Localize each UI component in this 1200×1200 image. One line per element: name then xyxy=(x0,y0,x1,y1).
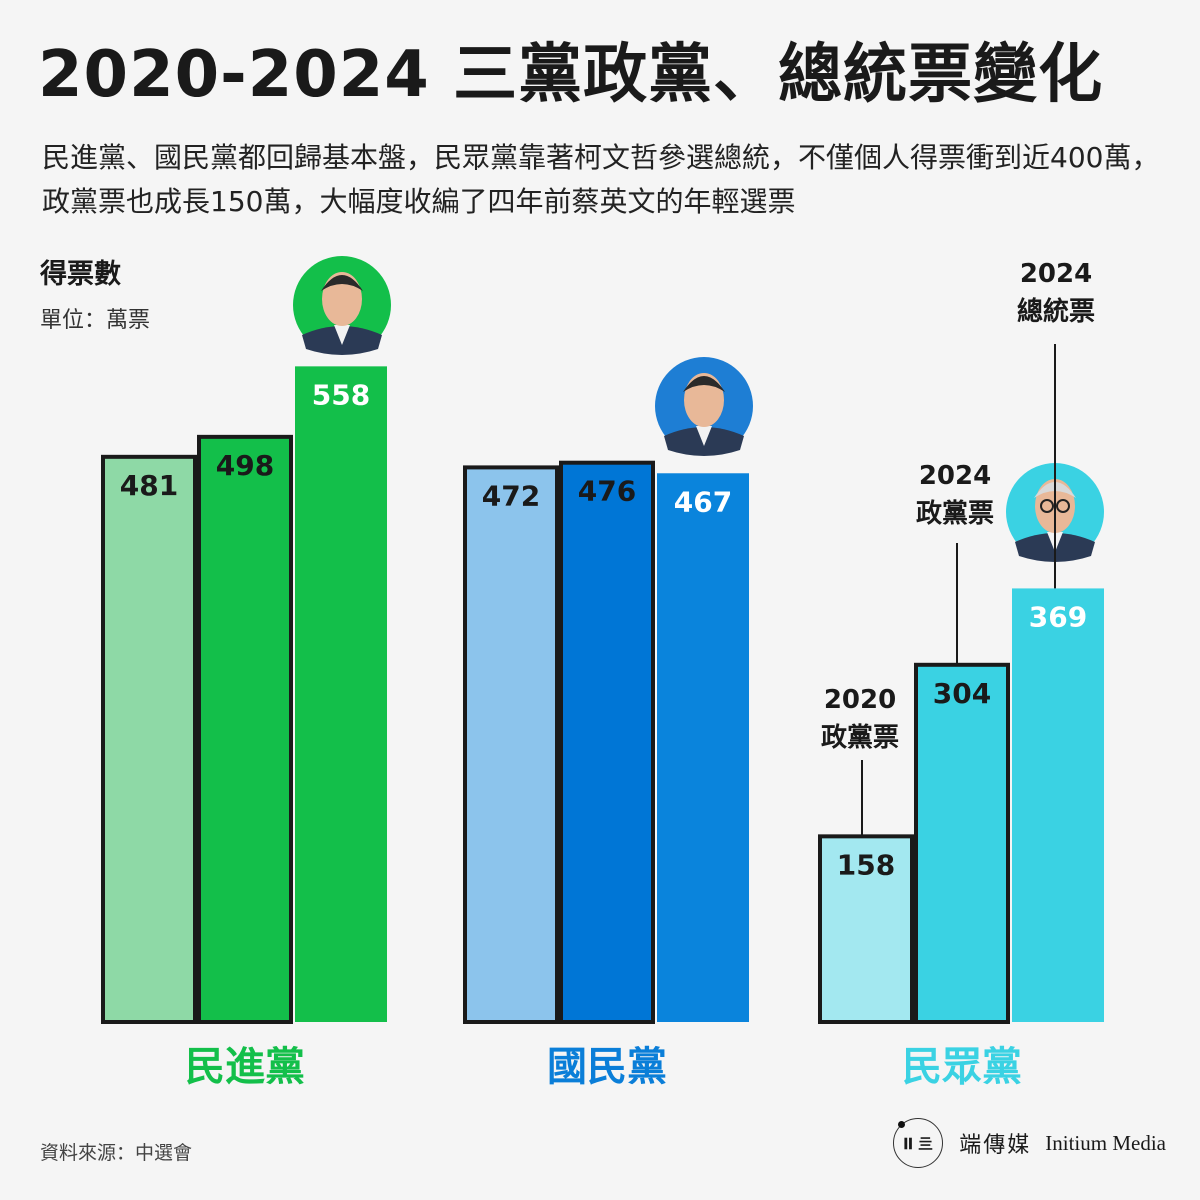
bar-1-0 xyxy=(463,465,559,1024)
bar-0-2 xyxy=(295,366,387,1023)
bar-1-1 xyxy=(559,460,655,1024)
page-subtitle: 民進黨、國民黨都回歸基本盤，民眾黨靠著柯文哲參選總統，不僅個人得票衝到近400萬… xyxy=(42,141,1160,218)
annot-2020-party: 政黨票 xyxy=(821,722,899,753)
initium-logo-icon: 𝐈𝐈 亖 xyxy=(893,1118,944,1168)
category-label: 國民黨 xyxy=(547,1044,667,1090)
brand: 𝐈𝐈 亖 端傳媒 Initium Media xyxy=(893,1118,1166,1168)
bar-value-label: 472 xyxy=(482,479,540,512)
bar-value-label: 558 xyxy=(312,378,370,411)
bar-value-label: 467 xyxy=(674,485,732,518)
bar-1-2 xyxy=(657,473,749,1022)
bar-2-0 xyxy=(818,834,914,1024)
bar-2-1 xyxy=(914,662,1010,1024)
annot-2024-party: 2024 xyxy=(919,461,991,491)
annot-2020-party: 2020 xyxy=(824,685,896,715)
candidate-portrait-icon xyxy=(293,256,391,355)
bar-value-label: 481 xyxy=(120,469,178,502)
page-title: 2020-2024 三黨政黨、總統票變化 xyxy=(38,38,1104,112)
category-label: 民眾黨 xyxy=(902,1044,1022,1090)
bar-value-label: 304 xyxy=(933,677,991,710)
brand-name: 端傳媒 xyxy=(959,1133,1032,1158)
candidate-portrait-icon xyxy=(655,357,753,456)
annot-2024-president: 總統票 xyxy=(1017,296,1095,327)
bar-value-label: 369 xyxy=(1029,600,1087,633)
bar-value-label: 498 xyxy=(216,449,274,482)
bar-2-2 xyxy=(1012,588,1104,1022)
annot-2024-party: 政黨票 xyxy=(916,498,994,529)
category-label: 民進黨 xyxy=(185,1044,305,1090)
annot-2024-president: 2024 xyxy=(1020,259,1092,289)
y-axis-label: 得票數 xyxy=(40,259,121,290)
bar-0-1 xyxy=(197,434,293,1025)
bar-0-0 xyxy=(101,454,197,1024)
source-note: 資料來源：中選會 xyxy=(40,1142,193,1164)
unit-label: 單位：萬票 xyxy=(40,308,151,333)
brand-name-en: Initium Media xyxy=(1045,1130,1166,1155)
bar-value-label: 476 xyxy=(578,475,636,508)
bar-value-label: 158 xyxy=(837,848,895,881)
